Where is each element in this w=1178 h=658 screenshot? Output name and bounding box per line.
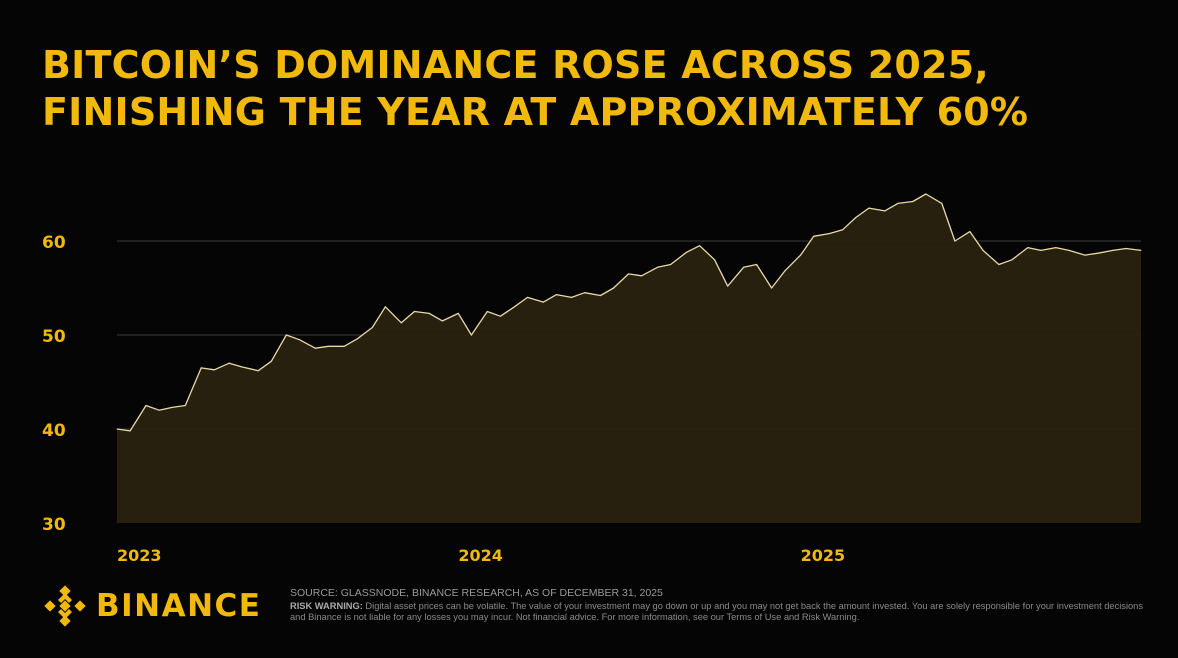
data-point-59 <box>954 240 956 242</box>
data-point-17 <box>356 338 358 340</box>
source-note: SOURCE: GLASSNODE, BINANCE RESEARCH, AS … <box>290 587 663 599</box>
data-point-71 <box>1125 247 1127 250</box>
data-point-27 <box>499 315 502 317</box>
data-point-62 <box>998 263 1000 266</box>
data-point-49 <box>813 235 815 237</box>
data-point-1 <box>129 430 131 432</box>
data-point-36 <box>627 273 630 275</box>
data-point-69 <box>1097 252 1099 254</box>
data-point-45 <box>756 263 758 266</box>
data-point-60 <box>969 231 971 233</box>
y-tick-label-40: 40 <box>42 421 66 441</box>
y-axis: 30 40 50 60 <box>42 233 66 535</box>
data-point-68 <box>1084 254 1086 256</box>
x-tick-label-2025: 2025 <box>801 546 846 565</box>
title-line-2: FINISHING THE YEAR AT APPROXIMATELY 60% <box>42 90 1029 134</box>
data-point-43 <box>727 285 729 287</box>
data-point-51 <box>842 229 844 231</box>
data-point-47 <box>784 270 786 272</box>
binance-brand: BINANCE <box>42 582 261 630</box>
data-point-61 <box>982 249 984 251</box>
data-point-58 <box>941 202 943 204</box>
data-point-63 <box>1011 259 1013 261</box>
x-axis: 2023 2024 2025 <box>117 546 845 565</box>
data-point-5 <box>184 404 186 407</box>
data-point-22 <box>428 312 430 314</box>
data-point-18 <box>371 326 373 329</box>
area-fill <box>117 194 1141 523</box>
data-point-32 <box>570 296 573 298</box>
data-point-31 <box>555 293 558 296</box>
footer: SOURCE: GLASSNODE, BINANCE RESEARCH, AS … <box>290 587 1150 624</box>
data-point-33 <box>583 292 586 294</box>
data-point-7 <box>213 369 215 371</box>
data-point-15 <box>327 345 329 347</box>
y-tick-label-50: 50 <box>42 327 66 347</box>
data-point-10 <box>257 370 259 372</box>
data-point-50 <box>828 232 831 235</box>
data-point-40 <box>685 251 688 253</box>
data-point-48 <box>800 254 802 256</box>
data-point-0 <box>116 428 118 430</box>
data-point-3 <box>158 409 160 411</box>
data-point-26 <box>486 310 488 313</box>
data-point-11 <box>270 360 272 362</box>
data-point-8 <box>228 362 230 364</box>
data-point-28 <box>513 306 516 308</box>
data-point-2 <box>145 404 147 407</box>
data-point-52 <box>855 216 857 219</box>
data-point-35 <box>612 287 615 289</box>
data-point-13 <box>298 339 300 341</box>
data-point-19 <box>384 306 386 308</box>
brand-name: BINANCE <box>96 588 262 624</box>
data-point-37 <box>641 275 643 277</box>
data-point-29 <box>526 296 529 298</box>
data-point-4 <box>171 406 173 408</box>
data-point-57 <box>925 193 927 195</box>
data-point-34 <box>599 294 602 297</box>
risk-warning-text: Digital asset prices can be volatile. Th… <box>290 600 1144 623</box>
dominance-chart: 30 40 50 60 2023 2024 2025 <box>42 193 1142 565</box>
data-point-39 <box>670 263 672 266</box>
page-title: BITCOIN’S DOMINANCE ROSE ACROSS 2025, FI… <box>42 42 1162 136</box>
data-point-72 <box>1140 249 1142 251</box>
binance-logo-icon <box>44 585 86 627</box>
y-tick-label-30: 30 <box>42 515 66 535</box>
data-point-12 <box>285 334 287 336</box>
data-point-44 <box>742 266 745 268</box>
data-point-65 <box>1040 249 1042 251</box>
data-point-64 <box>1027 246 1029 249</box>
data-point-38 <box>656 266 659 268</box>
data-point-25 <box>470 334 473 336</box>
data-point-66 <box>1055 246 1057 249</box>
data-point-53 <box>868 207 870 209</box>
risk-warning-label: RISK WARNING: <box>290 600 363 611</box>
data-point-21 <box>413 310 415 313</box>
x-tick-label-2023: 2023 <box>117 546 162 565</box>
data-point-41 <box>699 245 701 247</box>
title-line-1: BITCOIN’S DOMINANCE ROSE ACROSS 2025, <box>42 43 989 87</box>
y-tick-label-60: 60 <box>42 233 66 253</box>
data-point-16 <box>343 345 345 347</box>
x-tick-label-2024: 2024 <box>458 546 503 565</box>
data-point-24 <box>457 312 459 314</box>
data-point-67 <box>1068 249 1070 251</box>
data-point-14 <box>314 347 316 349</box>
data-point-6 <box>200 367 202 369</box>
risk-warning: RISK WARNING: Digital asset prices can b… <box>290 601 1150 624</box>
area-layer <box>116 193 1142 523</box>
data-point-20 <box>400 322 402 324</box>
data-point-54 <box>884 210 886 212</box>
data-point-46 <box>771 287 773 289</box>
data-point-23 <box>441 320 444 322</box>
data-point-9 <box>241 366 243 368</box>
data-point-56 <box>912 200 914 203</box>
data-point-30 <box>542 301 545 303</box>
data-point-70 <box>1112 249 1114 251</box>
data-point-42 <box>713 259 716 261</box>
data-point-55 <box>897 202 899 204</box>
